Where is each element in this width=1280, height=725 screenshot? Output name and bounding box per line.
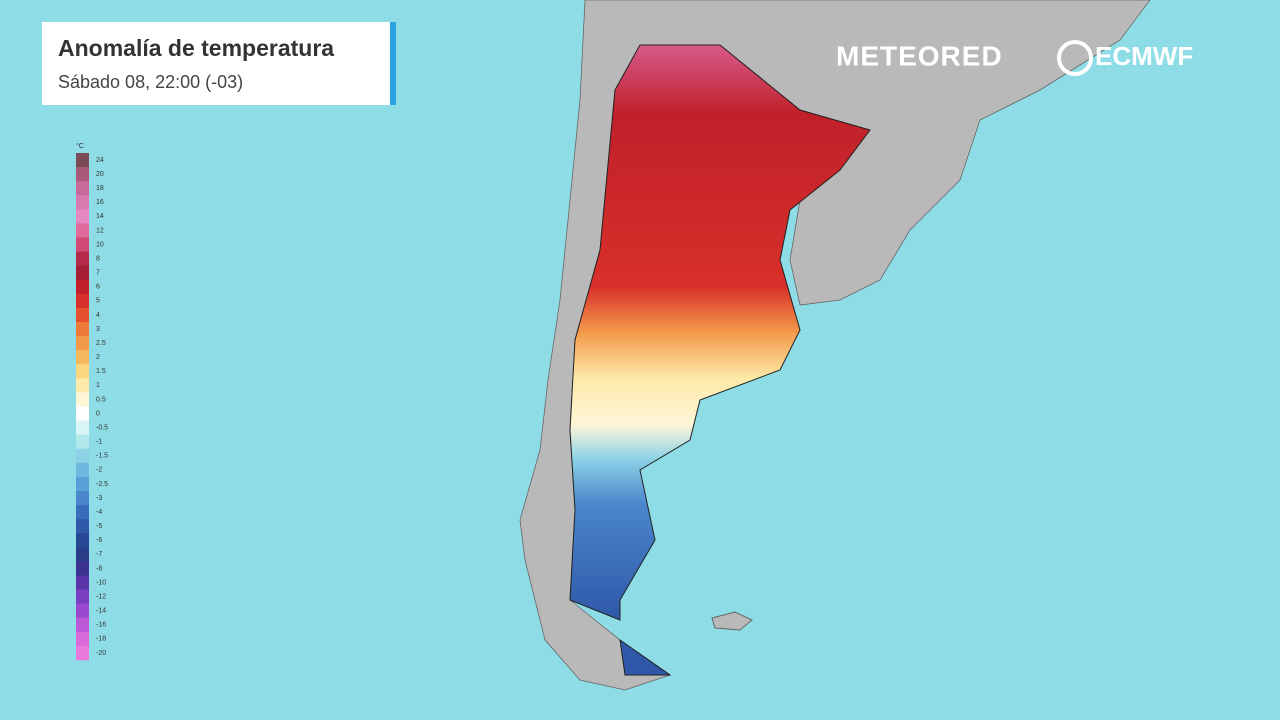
legend-label: 2.5 — [96, 340, 106, 347]
legend-label: 6 — [96, 284, 100, 291]
legend-label: -16 — [96, 622, 106, 629]
legend-swatch — [76, 364, 89, 379]
legend-swatch — [76, 392, 89, 407]
legend-label: -14 — [96, 608, 106, 615]
legend-swatch — [76, 322, 89, 337]
brand-logo: METEORED — [836, 40, 1003, 71]
partner-icon — [1057, 40, 1093, 76]
legend-swatch — [76, 307, 89, 323]
title: Anomalía de temperatura — [58, 35, 334, 61]
legend-swatch — [76, 589, 89, 604]
legend-swatch — [76, 462, 89, 478]
legend-swatch — [76, 617, 89, 633]
legend-label: -5 — [96, 523, 102, 530]
legend-label: -2.5 — [96, 481, 108, 488]
legend-label: -1.5 — [96, 453, 108, 460]
legend-label: -7 — [96, 551, 102, 558]
legend-label: 14 — [96, 213, 104, 220]
legend-swatch — [76, 293, 89, 309]
legend-swatch — [76, 378, 89, 393]
legend-label: 24 — [96, 157, 104, 164]
legend-swatch — [76, 519, 89, 534]
legend-swatch — [76, 505, 89, 520]
legend-label: 1.5 — [96, 368, 106, 375]
legend-label: -8 — [96, 565, 102, 572]
legend-swatch — [76, 167, 89, 182]
legend-swatch — [76, 153, 89, 168]
title-box — [42, 22, 390, 105]
legend-label: 20 — [96, 171, 104, 178]
legend-swatch — [76, 434, 89, 450]
legend-label: -4 — [96, 509, 102, 516]
legend-swatch — [76, 575, 89, 590]
legend-swatch — [76, 223, 89, 238]
legend-swatch — [76, 336, 89, 351]
legend-label: 12 — [96, 227, 104, 234]
legend-label: -0.5 — [96, 424, 108, 431]
legend-label: 5 — [96, 298, 100, 305]
legend-label: 18 — [96, 185, 104, 192]
legend-swatch — [76, 350, 89, 365]
legend-label: 2 — [96, 354, 100, 361]
legend-label: 1 — [96, 382, 100, 389]
legend-swatch — [76, 279, 89, 295]
legend-label: 0 — [96, 410, 100, 417]
legend-swatch — [76, 420, 89, 435]
legend-swatch — [76, 195, 89, 210]
subtitle: Sábado 08, 22:00 (-03) — [58, 72, 243, 92]
argentina — [569, 44, 871, 621]
legend-label: 0.5 — [96, 396, 106, 403]
legend-swatch — [76, 209, 89, 224]
legend-swatch — [76, 645, 89, 661]
legend-swatch — [76, 561, 89, 576]
legend-swatch — [76, 251, 89, 266]
legend-label: -10 — [96, 579, 106, 586]
legend-label: -18 — [96, 636, 106, 643]
legend-swatch — [76, 603, 89, 619]
legend-label: -1 — [96, 439, 102, 446]
legend-label: -20 — [96, 650, 106, 657]
tierra-del-fuego — [619, 638, 672, 676]
legend-swatch — [76, 181, 89, 196]
legend-label: 10 — [96, 241, 104, 248]
legend-label: -6 — [96, 537, 102, 544]
legend-label: 8 — [96, 255, 100, 262]
legend-swatch — [76, 476, 89, 492]
legend: 24 20 18 16 14 12 10 8 7 6 5 4 3 2.5 2 1.5 1 0.5 0 -0.5 -1 -1… — [76, 153, 108, 661]
partner-logo: ECMWF — [1095, 41, 1193, 71]
legend-label: -2 — [96, 467, 102, 474]
legend-unit: °C — [76, 142, 84, 150]
legend-swatch — [76, 406, 89, 421]
legend-swatch — [76, 631, 89, 647]
legend-swatch — [76, 448, 89, 464]
legend-swatch — [76, 265, 89, 281]
legend-label: 4 — [96, 312, 100, 319]
legend-label: 16 — [96, 199, 104, 206]
title-accent — [390, 22, 396, 105]
legend-swatch — [76, 237, 89, 252]
legend-swatch — [76, 533, 89, 548]
legend-label: 3 — [96, 326, 100, 333]
legend-swatch — [76, 547, 89, 562]
legend-label: -3 — [96, 495, 102, 502]
legend-swatch — [76, 491, 89, 506]
malvinas — [711, 611, 753, 631]
legend-label: 7 — [96, 270, 100, 277]
legend-label: -12 — [96, 593, 106, 600]
